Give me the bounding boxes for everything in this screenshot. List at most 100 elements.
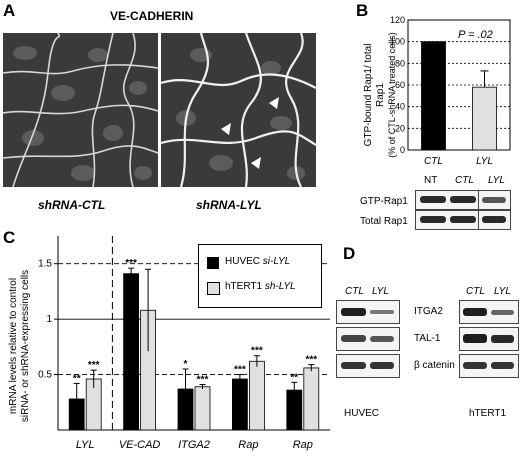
chart-b-ylabel-1: GTP-bound Rap1/ total [363, 44, 374, 147]
chart-b-bar [421, 41, 446, 151]
band [420, 196, 446, 203]
panel-a-letter: A [3, 1, 16, 20]
chart-c-legend: HUVEC si-LYL hTERT1 sh-LYL [198, 244, 322, 308]
blot-b-col-lyl: LYL [488, 175, 505, 186]
legend-swatch-htert [207, 282, 220, 295]
blot-d-huvec-itga2 [336, 300, 400, 324]
band [341, 308, 366, 316]
blot-d-htert-col-ctl: CTL [466, 286, 485, 297]
chart-c-bar [194, 386, 211, 431]
band [482, 197, 506, 203]
blot-d-htert-itga2 [459, 300, 519, 324]
blot-d-row-itga2: ITGA2 [414, 306, 443, 317]
legend-huvec-suffix: si-LYL [262, 256, 291, 267]
band [463, 308, 487, 316]
blot-b-total-rap1 [415, 210, 511, 230]
legend-huvec-prefix: HUVEC [225, 256, 263, 267]
band [420, 216, 446, 223]
blot-d-huvec-col-ctl: CTL [345, 286, 364, 297]
chart-c-ytick-label: 1 [46, 314, 52, 325]
chart-c-bar [123, 273, 139, 431]
chart-c-xtick-label: ITGA2 [178, 439, 210, 451]
blot-d-huvec-bcatenin [336, 354, 400, 378]
chart-b-ytick-label: 20 [395, 123, 405, 133]
legend-swatch-huvec [207, 257, 219, 269]
chart-c-xtick-label: Rap [238, 439, 258, 451]
band [341, 335, 366, 342]
blot-splice-line [478, 191, 479, 209]
chart-b-ytick-label: 40 [395, 102, 405, 112]
micrograph-shrna-lyl [161, 33, 316, 187]
blot-splice-line [478, 211, 479, 229]
legend-htert-suffix: sh-LYL [264, 281, 296, 292]
chart-c-significance-label: *** [197, 375, 209, 386]
blot-d-htert-bcatenin [459, 354, 519, 378]
legend-label-htert: hTERT1 sh-LYL [225, 281, 296, 292]
chart-b-bar [472, 86, 497, 151]
band [370, 310, 394, 314]
chart-c-significance-label: * [184, 359, 188, 370]
micrograph-ctl-image [3, 33, 158, 187]
chart-c-xtick-label: LYL [76, 439, 95, 451]
band [341, 362, 366, 369]
chart-b-ytick-label: 100 [390, 37, 405, 47]
band [463, 334, 487, 343]
chart-c-significance-label: *** [305, 355, 317, 366]
blot-b-row-gtp-rap1: GTP-Rap1 [360, 196, 408, 207]
band [450, 216, 476, 223]
chart-b-ytick-label: 0 [400, 145, 405, 155]
panel-a-title: VE-CADHERIN [110, 9, 194, 23]
chart-b-ytick-label: 120 [390, 15, 405, 25]
chart-c-significance-label: ** [73, 373, 81, 384]
band [491, 335, 514, 343]
chart-c-significance-label: *** [234, 365, 246, 376]
chart-c-bar [231, 378, 248, 431]
chart-b-svg: 0 20 40 60 80 100 120 CTL LYL GTP-bound Rap1/ to… [363, 15, 511, 167]
blot-b-gtp-rap1 [415, 190, 511, 210]
chart-c-bar [303, 367, 320, 431]
chart-b-ytick-label: 60 [395, 80, 405, 90]
band [463, 362, 487, 369]
micrograph-lyl-image [161, 33, 316, 187]
chart-b-pvalue: P = .02 [458, 29, 493, 41]
chart-c-significance-label: *** [125, 258, 137, 269]
panel-c-letter: C [3, 228, 16, 247]
blot-d-row-tal1: TAL-1 [414, 333, 441, 344]
blot-d-huvec-tal1 [336, 327, 400, 351]
blot-b-col-nt: NT [424, 175, 438, 186]
chart-c-xtick-label: VE-CAD [119, 439, 161, 451]
chart-c-xtick-label: Rap [293, 439, 313, 451]
chart-b-ylabel-2: Rap1 [375, 83, 386, 107]
chart-b-ytick-label: 80 [395, 58, 405, 68]
chart-c-ytick-label: 0.5 [38, 370, 52, 381]
chart-b-ylabel-3: (% of CTL-shRNA treated cells) [387, 32, 397, 158]
blot-d-htert-col-lyl: LYL [494, 286, 511, 297]
blot-d-htert-tal1 [459, 327, 519, 351]
chart-c-significance-label: *** [251, 346, 263, 357]
micrograph-shrna-ctl [3, 33, 158, 187]
band [370, 362, 394, 369]
chart-c-svg: 0.511.5*****LYL***VE-CAD****ITGA2******R… [8, 236, 330, 451]
caption-shrna-lyl: shRNA-LYL [196, 198, 262, 212]
chart-c-bar [248, 360, 265, 431]
blot-d-huvec-col-lyl: LYL [372, 286, 389, 297]
chart-c-significance-label: ** [290, 372, 298, 383]
caption-shrna-ctl: shRNA-CTL [38, 198, 106, 212]
chart-b-xtick-label: CTL [424, 156, 443, 167]
band [491, 362, 514, 369]
band [450, 196, 476, 203]
panel-b-letter: B [356, 1, 369, 20]
chart-c-ylabel-1: mRNA levels relative to control [8, 278, 19, 414]
legend-label-huvec: HUVEC si-LYL [225, 256, 290, 267]
legend-htert-prefix: hTERT1 [225, 281, 265, 292]
blot-d-htert-label: hTERT1 [469, 408, 507, 419]
band [370, 336, 394, 342]
panel-d-letter: D [343, 244, 356, 263]
blot-b-row-total-rap1: Total Rap1 [360, 216, 408, 227]
chart-c-significance-label: *** [88, 360, 100, 371]
blot-d-row-bcatenin: β catenin [414, 360, 455, 371]
chart-c-ylabel-2: siRNA- or shRNA-expressing cells [20, 270, 31, 422]
blot-d-huvec-label: HUVEC [344, 408, 380, 419]
chart-b-xtick-label: LYL [476, 156, 493, 167]
chart-c-ytick-label: 1.5 [38, 259, 52, 270]
